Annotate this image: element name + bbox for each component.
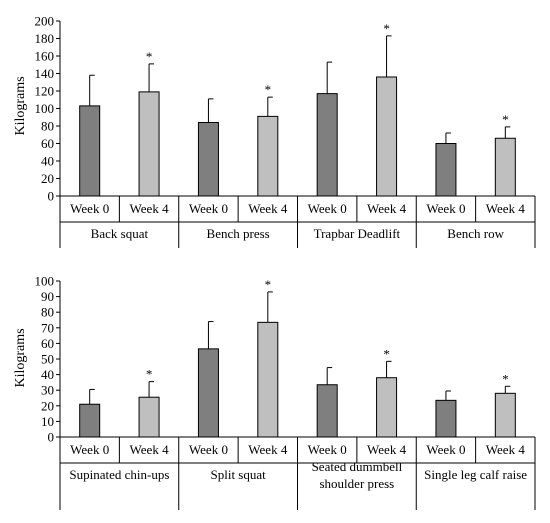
y-tick-label: 30 <box>41 383 54 398</box>
group-label: Trapbar Deadlift <box>314 226 401 241</box>
x-tick-label: Week 4 <box>248 442 288 457</box>
significance-marker: * <box>265 82 272 97</box>
group-label: Split squat <box>210 467 266 482</box>
bar-week0 <box>79 403 101 438</box>
bar-week4 <box>257 321 279 438</box>
bar-week0 <box>316 93 338 197</box>
significance-marker: * <box>265 277 272 292</box>
significance-marker: * <box>502 371 509 386</box>
y-tick-label: 20 <box>41 398 54 413</box>
group-back-squat: Week 0 * Week 4 Back squat <box>70 49 169 241</box>
y-tick-label: 90 <box>41 289 54 304</box>
x-tick-label: Week 4 <box>486 201 526 216</box>
y-tick-label: 180 <box>35 31 55 46</box>
bar-week0 <box>197 348 219 438</box>
group-supinated-chin-ups: Week 0 * Week 4 Supinated chin-ups <box>69 367 169 482</box>
significance-marker: * <box>146 49 153 64</box>
y-tick-label: 0 <box>48 189 55 204</box>
bar-week4 <box>138 91 160 197</box>
group-trapbar-deadlift: Week 0 * Week 4 Trapbar Deadlift <box>308 21 407 241</box>
x-tick-label: Week 0 <box>308 442 347 457</box>
bar-week0 <box>435 399 457 438</box>
group-split-squat: Week 0 * Week 4 Split squat <box>189 277 288 482</box>
group-label: Supinated chin-ups <box>69 467 169 482</box>
significance-marker: * <box>502 112 509 127</box>
y-tick-label: 160 <box>35 49 55 64</box>
x-tick-label: Week 4 <box>367 201 407 216</box>
y-tick-label: 100 <box>35 274 55 289</box>
x-tick-label: Week 0 <box>426 442 465 457</box>
y-tick-label: 120 <box>35 84 55 99</box>
chart-panel-1: 0 20 40 60 80 100 120 140 160 180 200 Kilograms Week… <box>13 14 536 248</box>
x-tick-label: Week 4 <box>130 201 170 216</box>
significance-marker: * <box>383 346 390 361</box>
bar-week0 <box>316 384 338 438</box>
bar-week0 <box>197 122 219 197</box>
x-tick-label: Week 0 <box>426 201 465 216</box>
x-tick-label: Week 4 <box>367 442 407 457</box>
x-tick-label: Week 0 <box>189 442 228 457</box>
y-tick-label: 80 <box>41 305 54 320</box>
y-tick-label: 80 <box>41 119 54 134</box>
group-label: Bench row <box>447 226 504 241</box>
x-tick-label: Week 4 <box>130 442 170 457</box>
group-label: Single leg calf raise <box>424 467 527 482</box>
y-tick-label: 140 <box>35 66 55 81</box>
y-tick-label: 60 <box>41 136 54 151</box>
bar-week4 <box>494 137 516 197</box>
group-single-leg-calf-raise: Week 0 * Week 4 Single leg calf raise <box>424 371 527 482</box>
group-label: Bench press <box>207 226 270 241</box>
group-label: Seated dummbell <box>312 459 403 474</box>
y-tick-label: 20 <box>41 171 54 186</box>
group-label: Back squat <box>91 226 149 241</box>
y-axis-label: Kilograms <box>13 76 28 135</box>
x-tick-label: Week 4 <box>248 201 288 216</box>
bar-week4 <box>376 76 398 197</box>
x-tick-label: Week 0 <box>308 201 347 216</box>
group-seated-dummbell-shoulder-press: Week 0 * Week 4 Seated dummbell shoulder pre… <box>308 346 407 491</box>
bar-week4 <box>257 115 279 197</box>
y-tick-label: 10 <box>41 414 54 429</box>
bar-week4 <box>494 392 516 438</box>
group-bench-press: Week 0 * Week 4 Bench press <box>189 82 288 241</box>
y-tick-label: 60 <box>41 336 54 351</box>
y-tick-label: 0 <box>48 430 55 445</box>
bar-week0 <box>79 105 101 197</box>
bar-week4 <box>376 377 398 438</box>
x-tick-label: Week 0 <box>70 201 109 216</box>
bar-week0 <box>435 143 457 197</box>
y-tick-label: 40 <box>41 367 54 382</box>
significance-marker: * <box>383 21 390 36</box>
x-tick-label: Week 4 <box>486 442 526 457</box>
y-axis-label: Kilograms <box>13 328 28 387</box>
y-tick-label: 50 <box>41 352 54 367</box>
y-tick-label: 200 <box>35 14 55 29</box>
y-tick-label: 40 <box>41 154 54 169</box>
group-label: shoulder press <box>320 476 395 491</box>
y-tick-label: 100 <box>35 101 55 116</box>
significance-marker: * <box>146 367 153 382</box>
group-bench-row: Week 0 * Week 4 Bench row <box>426 112 525 241</box>
x-tick-label: Week 0 <box>189 201 228 216</box>
x-tick-label: Week 0 <box>70 442 109 457</box>
y-tick-label: 70 <box>41 320 54 335</box>
bar-week4 <box>138 396 160 438</box>
